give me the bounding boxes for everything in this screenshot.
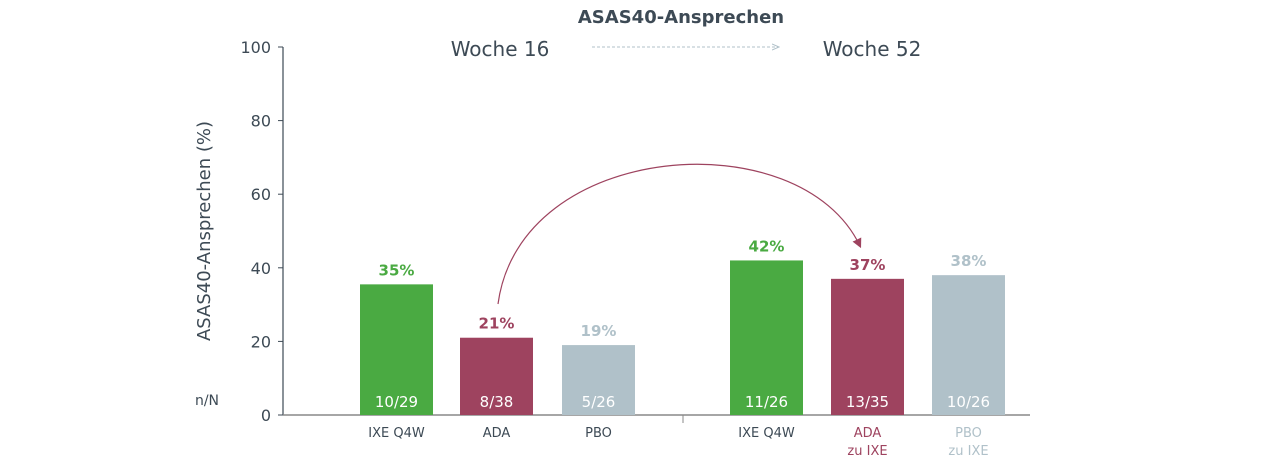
- bar: [831, 278, 904, 415]
- bar-value-label: 35%: [379, 261, 415, 279]
- category-label: IXE Q4W: [738, 426, 795, 441]
- y-tick-label: 0: [261, 406, 271, 425]
- bar-value-label: 19%: [581, 322, 617, 340]
- switch-arrow: [497, 163, 862, 305]
- bar-value-label: 42%: [749, 237, 785, 255]
- chart-title: ASAS40-Ansprechen: [578, 7, 784, 28]
- bar: [730, 260, 803, 415]
- bar-n-label: 13/35: [846, 393, 889, 411]
- y-tick-label: 60: [251, 185, 271, 204]
- bar-n-label: 10/26: [947, 393, 990, 411]
- n-label: n/N: [195, 393, 219, 409]
- y-tick-label: 20: [251, 332, 271, 351]
- bar: [562, 345, 635, 415]
- y-tick-label: 80: [251, 112, 271, 131]
- category-label: zu IXE: [948, 444, 988, 459]
- category-label: ADA: [854, 426, 882, 441]
- bar: [932, 275, 1005, 415]
- group-label: Woche 52: [823, 37, 922, 61]
- y-tick-label: 40: [251, 259, 271, 278]
- bar: [460, 337, 533, 415]
- category-label: ADA: [483, 426, 511, 441]
- bar-n-label: 11/26: [745, 393, 788, 411]
- category-label: IXE Q4W: [368, 426, 425, 441]
- bar-value-label: 21%: [479, 315, 515, 333]
- bar-n-label: 5/26: [582, 393, 616, 411]
- bar-n-label: 10/29: [375, 393, 418, 411]
- category-label: zu IXE: [847, 444, 887, 459]
- y-tick-label: 100: [240, 38, 271, 57]
- category-label: PBO: [585, 426, 612, 441]
- category-label: PBO: [955, 426, 982, 441]
- bar-value-label: 37%: [850, 256, 886, 274]
- bar: [360, 284, 433, 415]
- bar-value-label: 38%: [951, 252, 987, 270]
- y-axis-label: ASAS40-Ansprechen (%): [194, 121, 215, 341]
- bar-n-label: 8/38: [480, 393, 514, 411]
- group-label: Woche 16: [451, 37, 550, 61]
